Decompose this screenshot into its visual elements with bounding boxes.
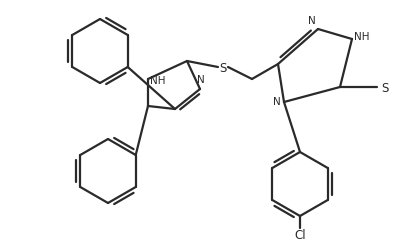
Text: N: N [308,16,316,26]
Text: N: N [197,75,205,85]
Text: N: N [273,96,281,106]
Text: NH: NH [150,76,166,86]
Text: S: S [219,61,227,74]
Text: S: S [381,81,389,94]
Text: NH: NH [354,32,369,42]
Text: Cl: Cl [294,228,306,241]
